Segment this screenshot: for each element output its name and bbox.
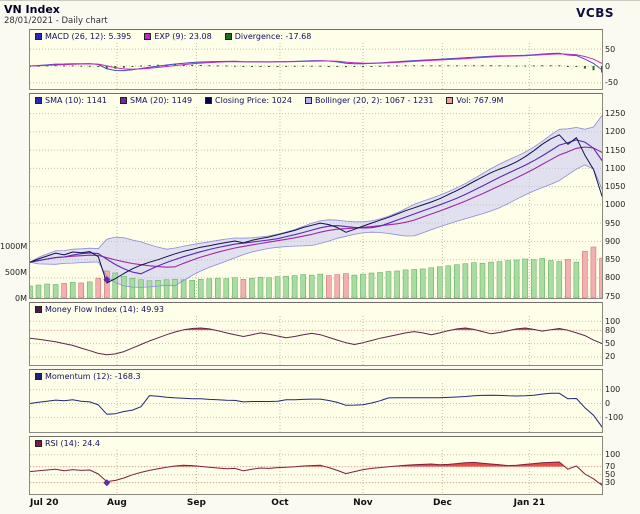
legend-item: RSI (14): 24.4 (35, 439, 100, 448)
y-axis-label: 50 (605, 44, 616, 54)
y-axis-label: 70 (605, 462, 616, 472)
y-axis-label: 100 (605, 450, 621, 460)
legend-chip (224, 33, 232, 40)
y-axis-label: 50 (605, 470, 616, 480)
x-axis-label: Jul 20 (30, 498, 59, 508)
legend-item: Money Flow Index (14): 49.93 (35, 305, 164, 314)
price-plot[interactable] (30, 107, 602, 298)
y-axis-label: 0 (605, 61, 611, 71)
macd-legend: MACD (26, 12): 5.395 EXP (9): 23.08 Diverg… (30, 30, 602, 43)
legend-label: Money Flow Index (14): 49.93 (45, 305, 164, 314)
brand-logo: VCBS (576, 6, 614, 20)
y-axis-label: 30 (605, 478, 616, 488)
y-axis-label: 1000 (605, 200, 626, 210)
legend-label: SMA (20): 1149 (130, 96, 193, 105)
y-axis-label: 750 (605, 291, 621, 301)
legend-label: Closing Price: 1024 (215, 96, 292, 105)
y-axis-label: 0 (605, 399, 611, 409)
x-axis-label: Dec (432, 498, 452, 508)
y-axis-label: 950 (605, 218, 621, 228)
price-legend: SMA (10): 1141 SMA (20): 1149 Closing Pric… (30, 94, 602, 107)
macd-panel: MACD (26, 12): 5.395 EXP (9): 23.08 Diverg… (29, 29, 603, 90)
y-axis-label: 1150 (605, 145, 626, 155)
y-axis-label: -100 (605, 412, 624, 422)
page-title: VN Index (4, 3, 60, 16)
mfi-plot[interactable] (30, 316, 602, 365)
legend-label: Divergence: -17.68 (234, 32, 312, 41)
volume-axis-label: 0M (15, 293, 27, 303)
legend-item: SMA (20): 1149 (120, 96, 192, 105)
legend-label: RSI (14): 24.4 (45, 439, 101, 448)
y-axis-label: 1200 (605, 127, 626, 137)
chart-date-label: 28/01/2021 - Daily chart (4, 16, 108, 26)
volume-axis-label: 500M (4, 267, 27, 277)
legend-chip (35, 440, 42, 447)
legend-chip (35, 33, 42, 40)
legend-label: Bollinger (20, 2): 1067 - 1231 (314, 96, 434, 105)
legend-chip (205, 97, 213, 104)
x-axis-label: Jan 21 (513, 498, 546, 508)
volume-axis-label: 1000M (0, 241, 28, 251)
rsi-legend: RSI (14): 24.4 (30, 437, 602, 450)
legend-chip (144, 33, 152, 40)
y-axis-label: 1250 (605, 109, 626, 119)
legend-chip (35, 306, 42, 313)
y-axis-label: 850 (605, 255, 621, 265)
y-axis-label: 100 (605, 316, 621, 326)
legend-label: SMA (10): 1141 (45, 96, 108, 105)
y-axis-label: 20 (605, 352, 616, 362)
legend-chip (35, 97, 42, 104)
legend-chip (446, 97, 454, 104)
legend-chip (35, 373, 42, 380)
legend-item: Vol: 767.9M (446, 96, 503, 105)
legend-item: SMA (10): 1141 (35, 96, 107, 105)
legend-chip (304, 97, 312, 104)
legend-item: Momentum (12): -168.3 (35, 372, 141, 381)
legend-item: Bollinger (20, 2): 1067 - 1231 (304, 96, 434, 105)
mfi-panel: Money Flow Index (14): 49.93 (29, 302, 603, 366)
rsi-panel: RSI (14): 24.4 (29, 436, 603, 495)
y-axis-label: 50 (605, 339, 616, 349)
y-axis-label: 1050 (605, 182, 626, 192)
momentum-panel: Momentum (12): -168.3 (29, 369, 603, 433)
y-axis-label: 100 (605, 385, 621, 395)
x-axis-label: Aug (107, 498, 127, 508)
legend-item: MACD (26, 12): 5.395 (35, 32, 131, 41)
macd-plot[interactable] (30, 43, 602, 89)
rsi-plot[interactable] (30, 450, 602, 494)
legend-chip (120, 97, 128, 104)
y-axis-label: 80 (605, 325, 616, 335)
x-axis-label: Nov (353, 498, 373, 508)
x-axis-label: Oct (271, 498, 289, 508)
legend-label: MACD (26, 12): 5.395 (45, 32, 132, 41)
legend-item: EXP (9): 23.08 (144, 32, 212, 41)
momentum-plot[interactable] (30, 383, 602, 432)
legend-item: Closing Price: 1024 (205, 96, 292, 105)
price-panel: SMA (10): 1141 SMA (20): 1149 Closing Pric… (29, 93, 603, 299)
legend-label: Momentum (12): -168.3 (45, 372, 141, 381)
y-axis-label: 800 (605, 273, 621, 283)
legend-label: EXP (9): 23.08 (154, 32, 212, 41)
y-axis-label: -50 (605, 78, 619, 88)
momentum-legend: Momentum (12): -168.3 (30, 370, 602, 383)
y-axis-label: 900 (605, 236, 621, 246)
y-axis-label: 1100 (605, 163, 626, 173)
mfi-legend: Money Flow Index (14): 49.93 (30, 303, 602, 316)
legend-item: Divergence: -17.68 (224, 32, 312, 41)
x-axis-label: Sep (186, 498, 206, 508)
legend-label: Vol: 767.9M (456, 96, 504, 105)
